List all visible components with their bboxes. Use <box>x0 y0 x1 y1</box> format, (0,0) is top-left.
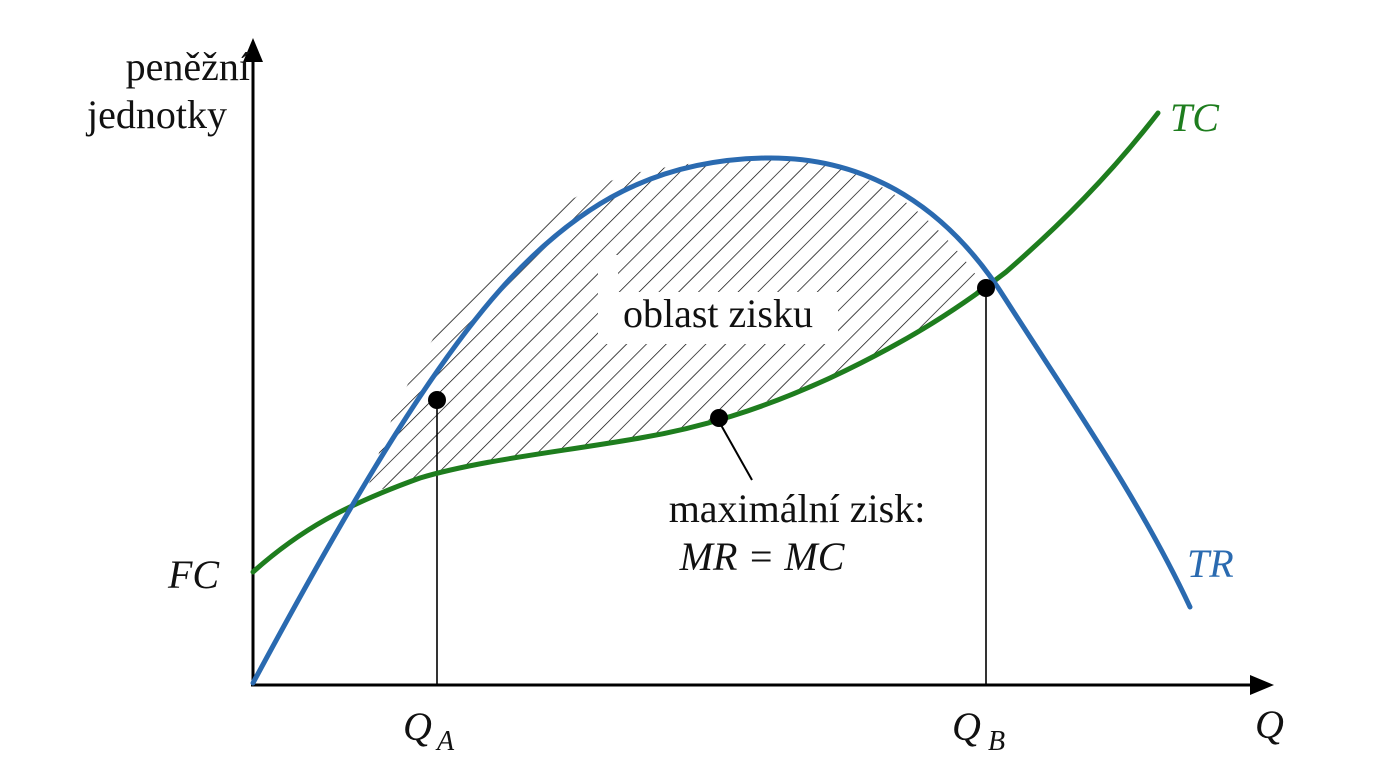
profit-area-label-bg <box>598 292 838 344</box>
qb-label-main: Q <box>952 704 981 749</box>
y-axis-label-line1: peněžní <box>126 44 250 89</box>
qa-point <box>428 391 446 409</box>
y-axis-label-line2: jednotky <box>85 92 227 137</box>
qb-label-sub: B <box>988 726 1005 757</box>
max-profit-label-line2: MR = MC <box>679 534 846 579</box>
max-profit-pointer <box>720 424 753 481</box>
qa-label-main: Q <box>403 704 432 749</box>
max-profit-label-line1: maximální zisk: <box>669 486 926 531</box>
profit-area-label: oblast zisku <box>623 291 813 336</box>
fc-label: FC <box>167 552 220 597</box>
qb-label: Q B <box>952 704 1005 757</box>
qa-label: Q A <box>403 704 455 757</box>
x-axis-label: Q <box>1255 702 1284 747</box>
tc-label: TC <box>1170 95 1220 140</box>
qb-point <box>977 279 995 297</box>
tr-curve <box>250 155 1193 686</box>
max-profit-point <box>710 409 728 427</box>
tc-curve <box>250 110 1161 575</box>
tr-label: TR <box>1187 541 1234 586</box>
y-axis-arrow <box>243 38 263 62</box>
profit-area-gap <box>598 255 618 295</box>
x-axis-arrow <box>1250 675 1274 695</box>
qa-label-sub: A <box>435 726 455 757</box>
